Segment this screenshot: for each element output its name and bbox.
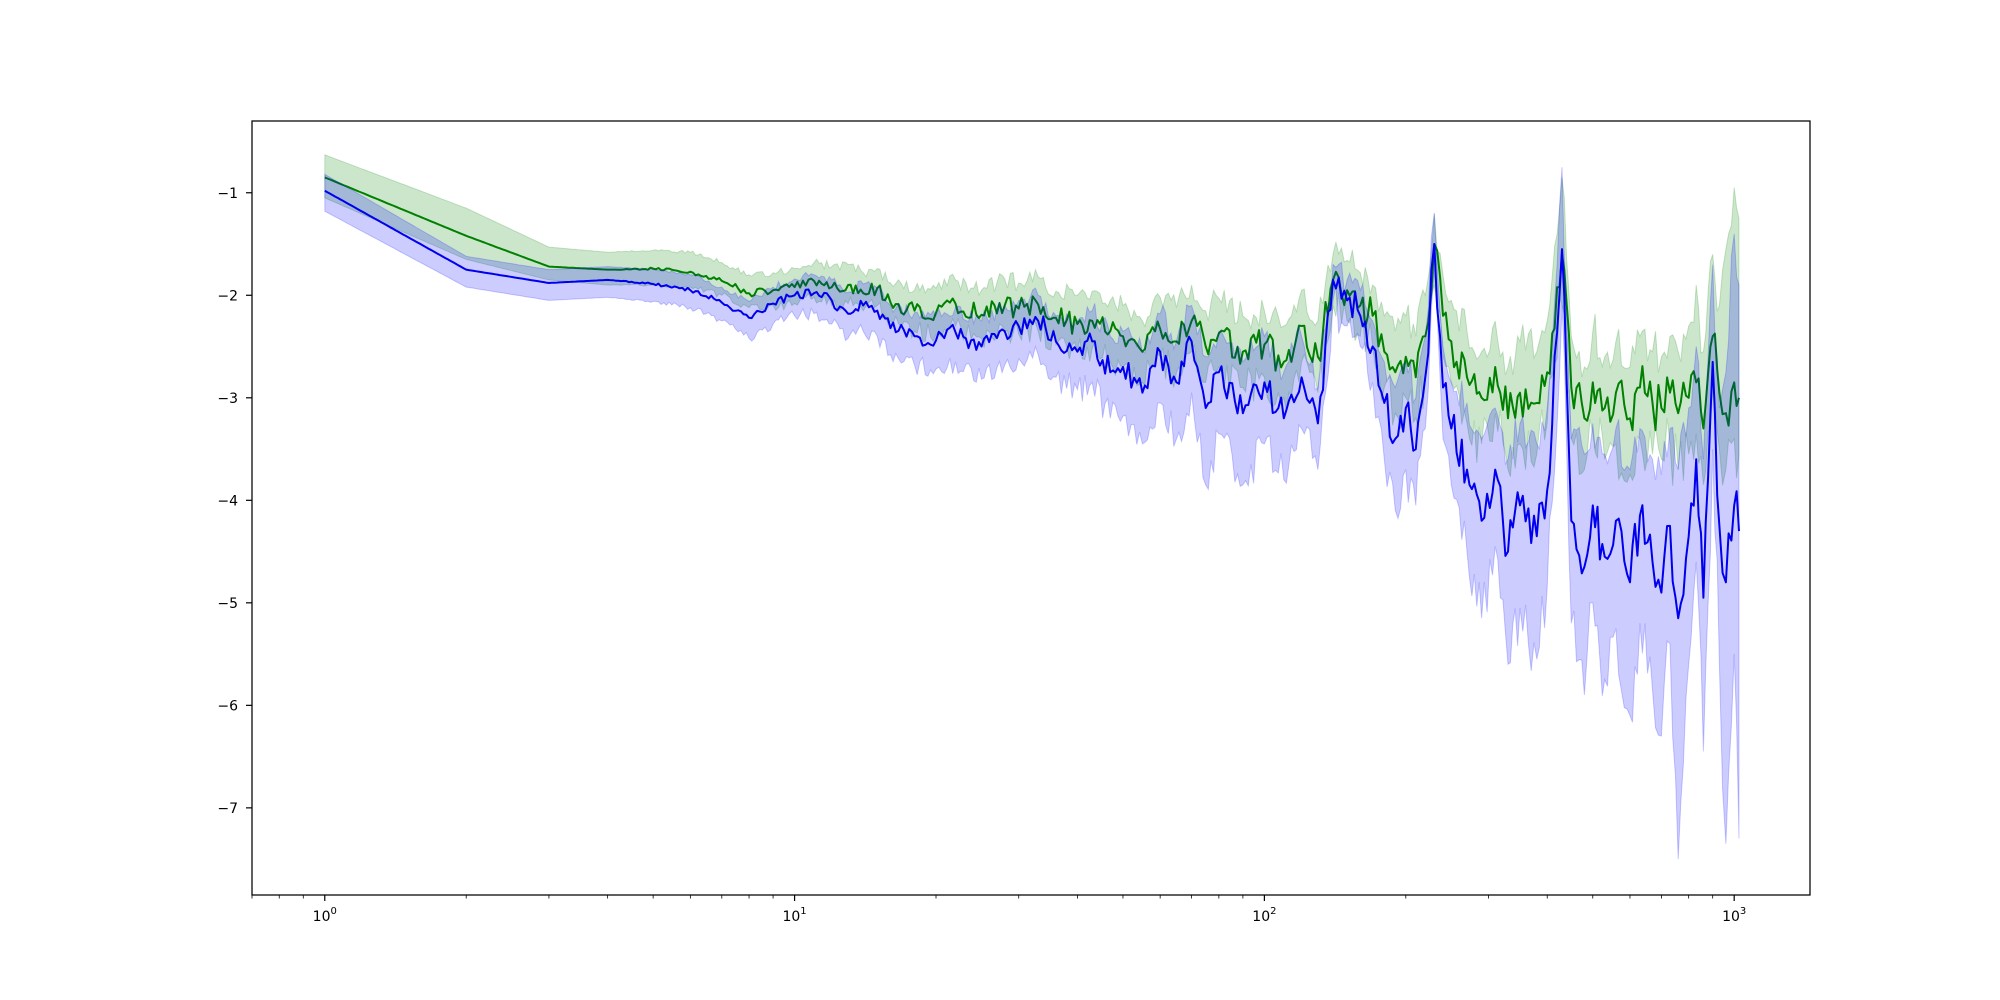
y-tick-label--2: −2 xyxy=(217,288,238,304)
axes-frame xyxy=(251,120,1811,896)
series-1 xyxy=(324,154,1740,486)
x-tick-label-1000: 103 xyxy=(1722,906,1746,925)
series-2-line xyxy=(324,189,1740,620)
y-tick-label--5: −5 xyxy=(217,596,238,612)
y-tick-label--7: −7 xyxy=(217,801,238,817)
x-tick-label-100: 102 xyxy=(1252,906,1276,925)
series-1-confidence-band xyxy=(324,154,1740,486)
y-tick-label--1: −1 xyxy=(217,186,238,202)
series-1-line xyxy=(324,176,1740,432)
x-tick-label-10: 101 xyxy=(782,906,806,925)
y-tick-label--6: −6 xyxy=(217,698,238,714)
series-2 xyxy=(324,167,1740,860)
series-2-confidence-band xyxy=(324,167,1740,860)
x-tick-label-1: 100 xyxy=(313,906,337,925)
plot-layer xyxy=(324,154,1740,860)
plot-area xyxy=(252,121,1810,895)
axis-layer: 100 101 102 103 −1 −2 −3 −4 −5 −6 −7 xyxy=(217,186,1746,925)
y-tick-label--3: −3 xyxy=(217,391,238,407)
y-tick-label--4: −4 xyxy=(217,493,238,509)
